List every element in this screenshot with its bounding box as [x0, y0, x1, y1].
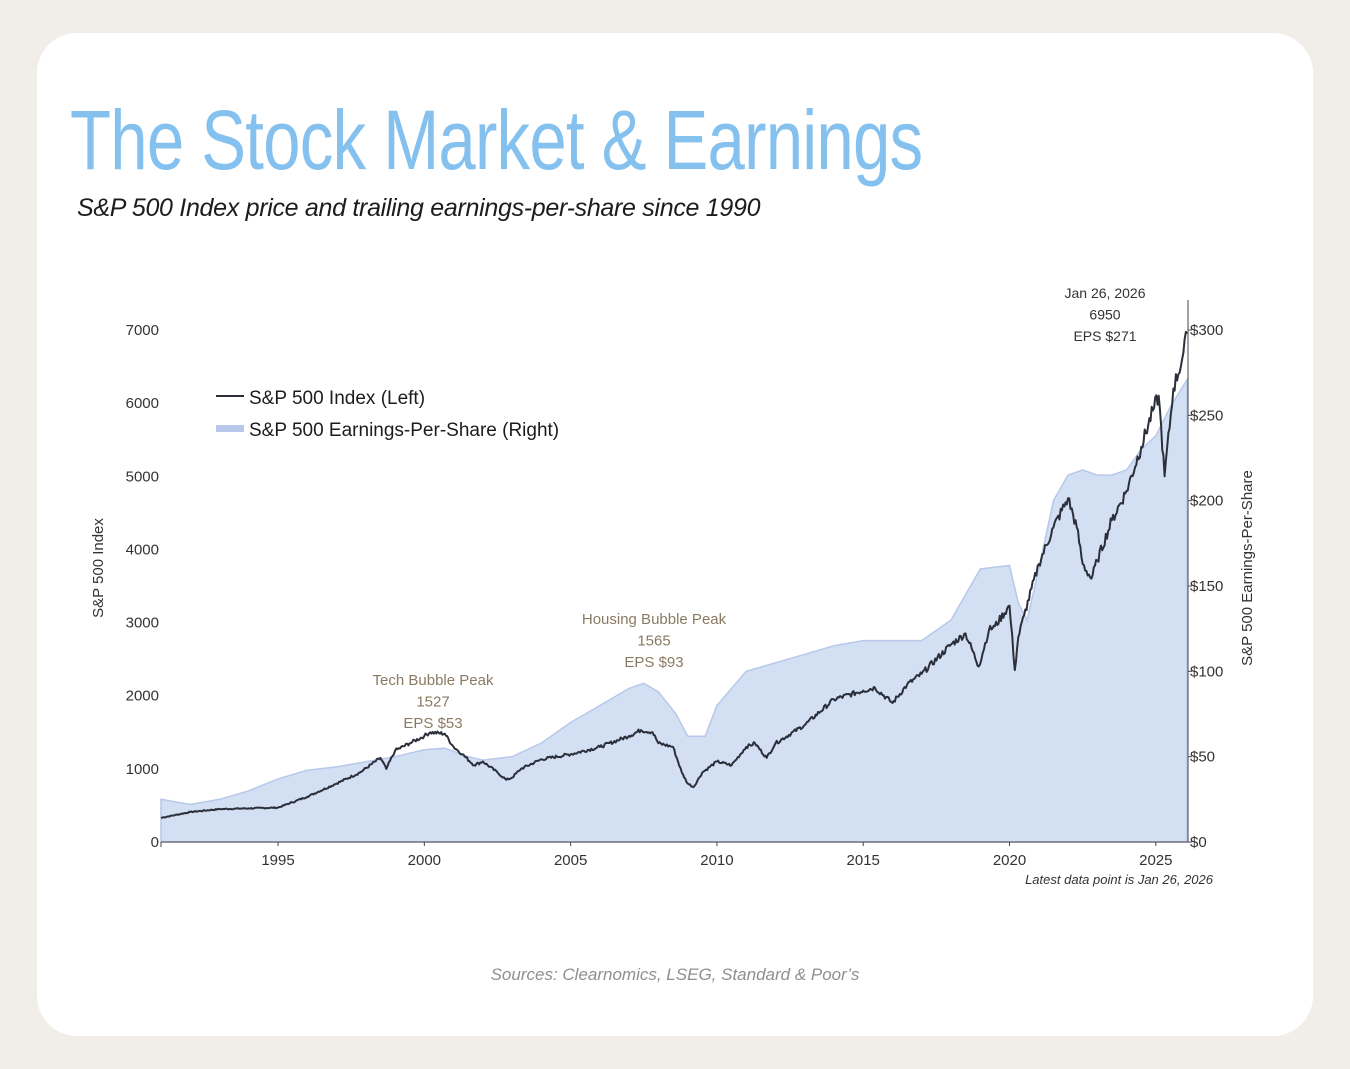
x-tick-label: 2015 [847, 852, 880, 869]
annotation-text: 1565 [637, 633, 670, 650]
x-tick-label: 1995 [261, 852, 294, 869]
x-tick-label: 2005 [554, 852, 587, 869]
annotation-text: Housing Bubble Peak [582, 611, 727, 628]
sources-footnote: Sources: Clearnomics, LSEG, Standard & P… [490, 965, 860, 984]
latest-data-note: Latest data point is Jan 26, 2026 [1025, 872, 1213, 887]
legend-eps-swatch [216, 425, 244, 432]
y-tick-label-left: 0 [151, 834, 159, 851]
page-title: The Stock Market & Earnings [70, 93, 923, 187]
y-tick-label-right: $250 [1190, 407, 1223, 424]
y-tick-label-left: 7000 [126, 322, 159, 339]
y-axis-title-right: S&P 500 Earnings-Per-Share [1239, 470, 1256, 666]
x-tick-label: 2020 [993, 852, 1026, 869]
x-tick-label: 2010 [700, 852, 733, 869]
annotation-text: 6950 [1089, 307, 1120, 323]
annotation-text: EPS $93 [624, 654, 683, 671]
y-tick-label-right: $200 [1190, 493, 1223, 510]
index-line-layer [160, 330, 1188, 819]
legend-index-label: S&P 500 Index (Left) [249, 388, 425, 409]
y-tick-label-left: 6000 [126, 395, 159, 412]
x-tick-label: 2000 [408, 852, 441, 869]
annotation-text: 1527 [416, 694, 449, 711]
index-line [160, 330, 1188, 819]
y-tick-label-right: $300 [1190, 322, 1223, 339]
y-tick-label-left: 3000 [126, 615, 159, 632]
axes-layer: 1995 2000 2005 2010 2015 2020 2025 0 1000 2000 300… [90, 300, 1256, 869]
y-axis-title-left: S&P 500 Index [90, 518, 107, 618]
annotation-text: Jan 26, 2026 [1065, 285, 1146, 301]
annotation-text: EPS $53 [403, 715, 462, 732]
annotation-text: Tech Bubble Peak [373, 672, 494, 689]
y-tick-label-right: $100 [1190, 663, 1223, 680]
y-tick-label-right: $50 [1190, 749, 1215, 766]
x-tick-label: 2025 [1139, 852, 1172, 869]
y-tick-label-left: 1000 [126, 761, 159, 778]
annotation-text: EPS $271 [1073, 328, 1136, 344]
y-tick-label-right: $150 [1190, 578, 1223, 595]
page-subtitle: S&P 500 Index price and trailing earning… [77, 194, 761, 222]
chart-legend: S&P 500 Index (Left) S&P 500 Earnings-Per… [216, 388, 559, 441]
y-tick-label-left: 4000 [126, 541, 159, 558]
annotations-layer: Tech Bubble Peak 1527 EPS $53 Housing Bubbl… [373, 285, 1146, 732]
y-tick-label-left: 5000 [126, 468, 159, 485]
y-tick-label-right: $0 [1190, 834, 1207, 851]
y-tick-label-left: 2000 [126, 688, 159, 705]
legend-eps-label: S&P 500 Earnings-Per-Share (Right) [249, 420, 559, 441]
